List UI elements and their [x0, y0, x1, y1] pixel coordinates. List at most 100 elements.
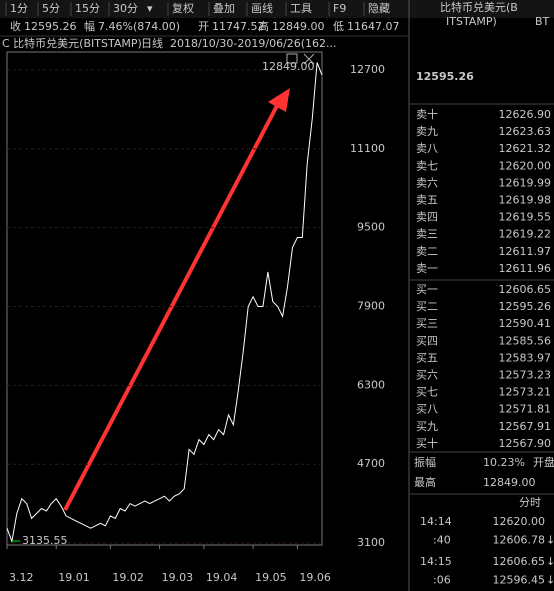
book-price: 12623.63	[499, 125, 552, 138]
side-code: BT	[535, 15, 550, 28]
book-price: 12619.98	[499, 194, 552, 207]
x-tick-label: 19.01	[58, 571, 90, 584]
trade-price: 12596.45	[493, 574, 546, 587]
book-price: 12611.97	[499, 245, 552, 258]
trade-price: 12620.00	[493, 515, 546, 528]
toolbar-button[interactable]: 工具	[290, 2, 312, 15]
y-tick-label: 9500	[357, 221, 385, 234]
side-title: ITSTAMP)	[446, 15, 497, 28]
side-title: 比特币兑美元(B	[440, 0, 518, 14]
y-tick-label: 6300	[357, 378, 385, 391]
trade-price: 12606.78	[493, 534, 546, 547]
book-price: 12611.96	[499, 262, 552, 275]
book-label: 买五	[416, 351, 438, 364]
book-label: 买三	[416, 317, 438, 330]
book-price: 12573.23	[499, 369, 552, 382]
trade-time: :40	[433, 534, 451, 547]
book-price: 12567.90	[499, 437, 552, 450]
dropdown[interactable]: ▾	[147, 2, 153, 15]
side-price: 12595.26	[416, 70, 474, 83]
stat-value: 10.23%	[483, 456, 525, 469]
stat-label: 最高	[414, 475, 436, 489]
book-price: 12573.21	[499, 386, 552, 399]
quote-value: 12595.26	[24, 20, 77, 33]
book-label: 卖七	[416, 159, 438, 172]
book-label: 卖六	[416, 176, 438, 189]
toolbar-button[interactable]: 叠加	[213, 2, 235, 15]
quote-value: 12849.00	[272, 20, 325, 33]
x-tick-label: 19.05	[255, 571, 287, 584]
book-price: 12585.56	[499, 334, 552, 347]
book-label: 买二	[416, 300, 438, 313]
quote-value: 11647.07	[347, 20, 400, 33]
toolbar-bg	[0, 0, 554, 18]
quote-value: 7.46%(874.00)	[98, 20, 180, 33]
book-label: 卖五	[416, 194, 438, 207]
book-label: 卖八	[416, 142, 438, 155]
book-label: 买一	[416, 283, 438, 296]
toolbar-button[interactable]: 1分	[10, 2, 28, 15]
book-label: 卖二	[416, 245, 438, 258]
trade-price: 12606.65	[493, 555, 546, 568]
trade-time: 14:14	[420, 515, 452, 528]
toolbar-button[interactable]: 画线	[251, 1, 273, 15]
book-price: 12626.90	[499, 108, 552, 121]
quote-label: 开	[198, 20, 209, 33]
book-label: 卖三	[416, 228, 438, 241]
y-tick-label: 7900	[357, 300, 385, 313]
book-label: 买九	[416, 420, 438, 433]
book-label: 卖四	[416, 211, 438, 224]
trade-dir: ↓	[546, 534, 554, 547]
toolbar-button[interactable]: 5分	[42, 2, 60, 15]
book-price: 12571.81	[499, 403, 552, 416]
trade-dir: ↓	[546, 555, 554, 568]
toolbar-button[interactable]: 30分	[113, 2, 138, 15]
trade-time: :06	[433, 574, 451, 587]
book-price: 12595.26	[499, 300, 552, 313]
stat-label: 振幅	[414, 455, 436, 469]
book-label: 买六	[416, 369, 438, 382]
stat-value: 12849.00	[483, 476, 536, 489]
book-label: 买八	[416, 403, 438, 416]
book-price: 12590.41	[499, 317, 552, 330]
min-label: 3135.55	[22, 534, 68, 547]
y-tick-label: 3100	[357, 536, 385, 549]
arrow	[63, 99, 282, 511]
book-price: 12619.55	[499, 211, 552, 224]
price-line	[6, 62, 323, 544]
book-price: 12619.99	[499, 176, 552, 189]
book-price: 12606.65	[499, 283, 552, 296]
quote-value: 11747.52	[212, 20, 265, 33]
chart-name: C 比特币兑美元(BITSTAMP)	[2, 36, 142, 50]
toolbar-button[interactable]: 隐藏	[368, 2, 390, 15]
book-price: 12620.00	[499, 159, 552, 172]
book-label: 买七	[416, 386, 438, 399]
quote-label: 收	[10, 19, 21, 33]
icon-close[interactable]	[303, 53, 315, 65]
toolbar-button[interactable]: 15分	[75, 2, 100, 15]
trade-time: 14:15	[420, 555, 452, 568]
book-price: 12621.32	[499, 142, 552, 155]
book-price: 12619.22	[499, 228, 552, 241]
arrow-head	[268, 88, 290, 112]
book-label: 卖一	[416, 262, 438, 275]
toolbar-button[interactable]: F9	[333, 2, 346, 15]
icon-max[interactable]	[286, 53, 298, 64]
quote-label: 幅	[84, 20, 95, 33]
x-tick-label: 19.06	[299, 571, 331, 584]
book-label: 买四	[416, 334, 438, 347]
book-price: 12583.97	[499, 351, 552, 364]
trade-dir: ↓	[546, 574, 554, 587]
book-price: 12567.91	[499, 420, 552, 433]
stat-label: 开盘	[533, 455, 554, 469]
book-label: 卖十	[416, 107, 438, 121]
chart-period: 日线	[141, 36, 163, 50]
toolbar-button[interactable]: 复权	[172, 1, 194, 15]
chart-range: 2018/10/30-2019/06/26(162...	[170, 37, 337, 50]
x-tick-label: 19.03	[162, 571, 194, 584]
chart-frame	[6, 51, 323, 546]
quote-label: 低	[333, 20, 344, 33]
book-label: 买十	[416, 436, 438, 450]
y-tick-label: 4700	[357, 457, 385, 470]
